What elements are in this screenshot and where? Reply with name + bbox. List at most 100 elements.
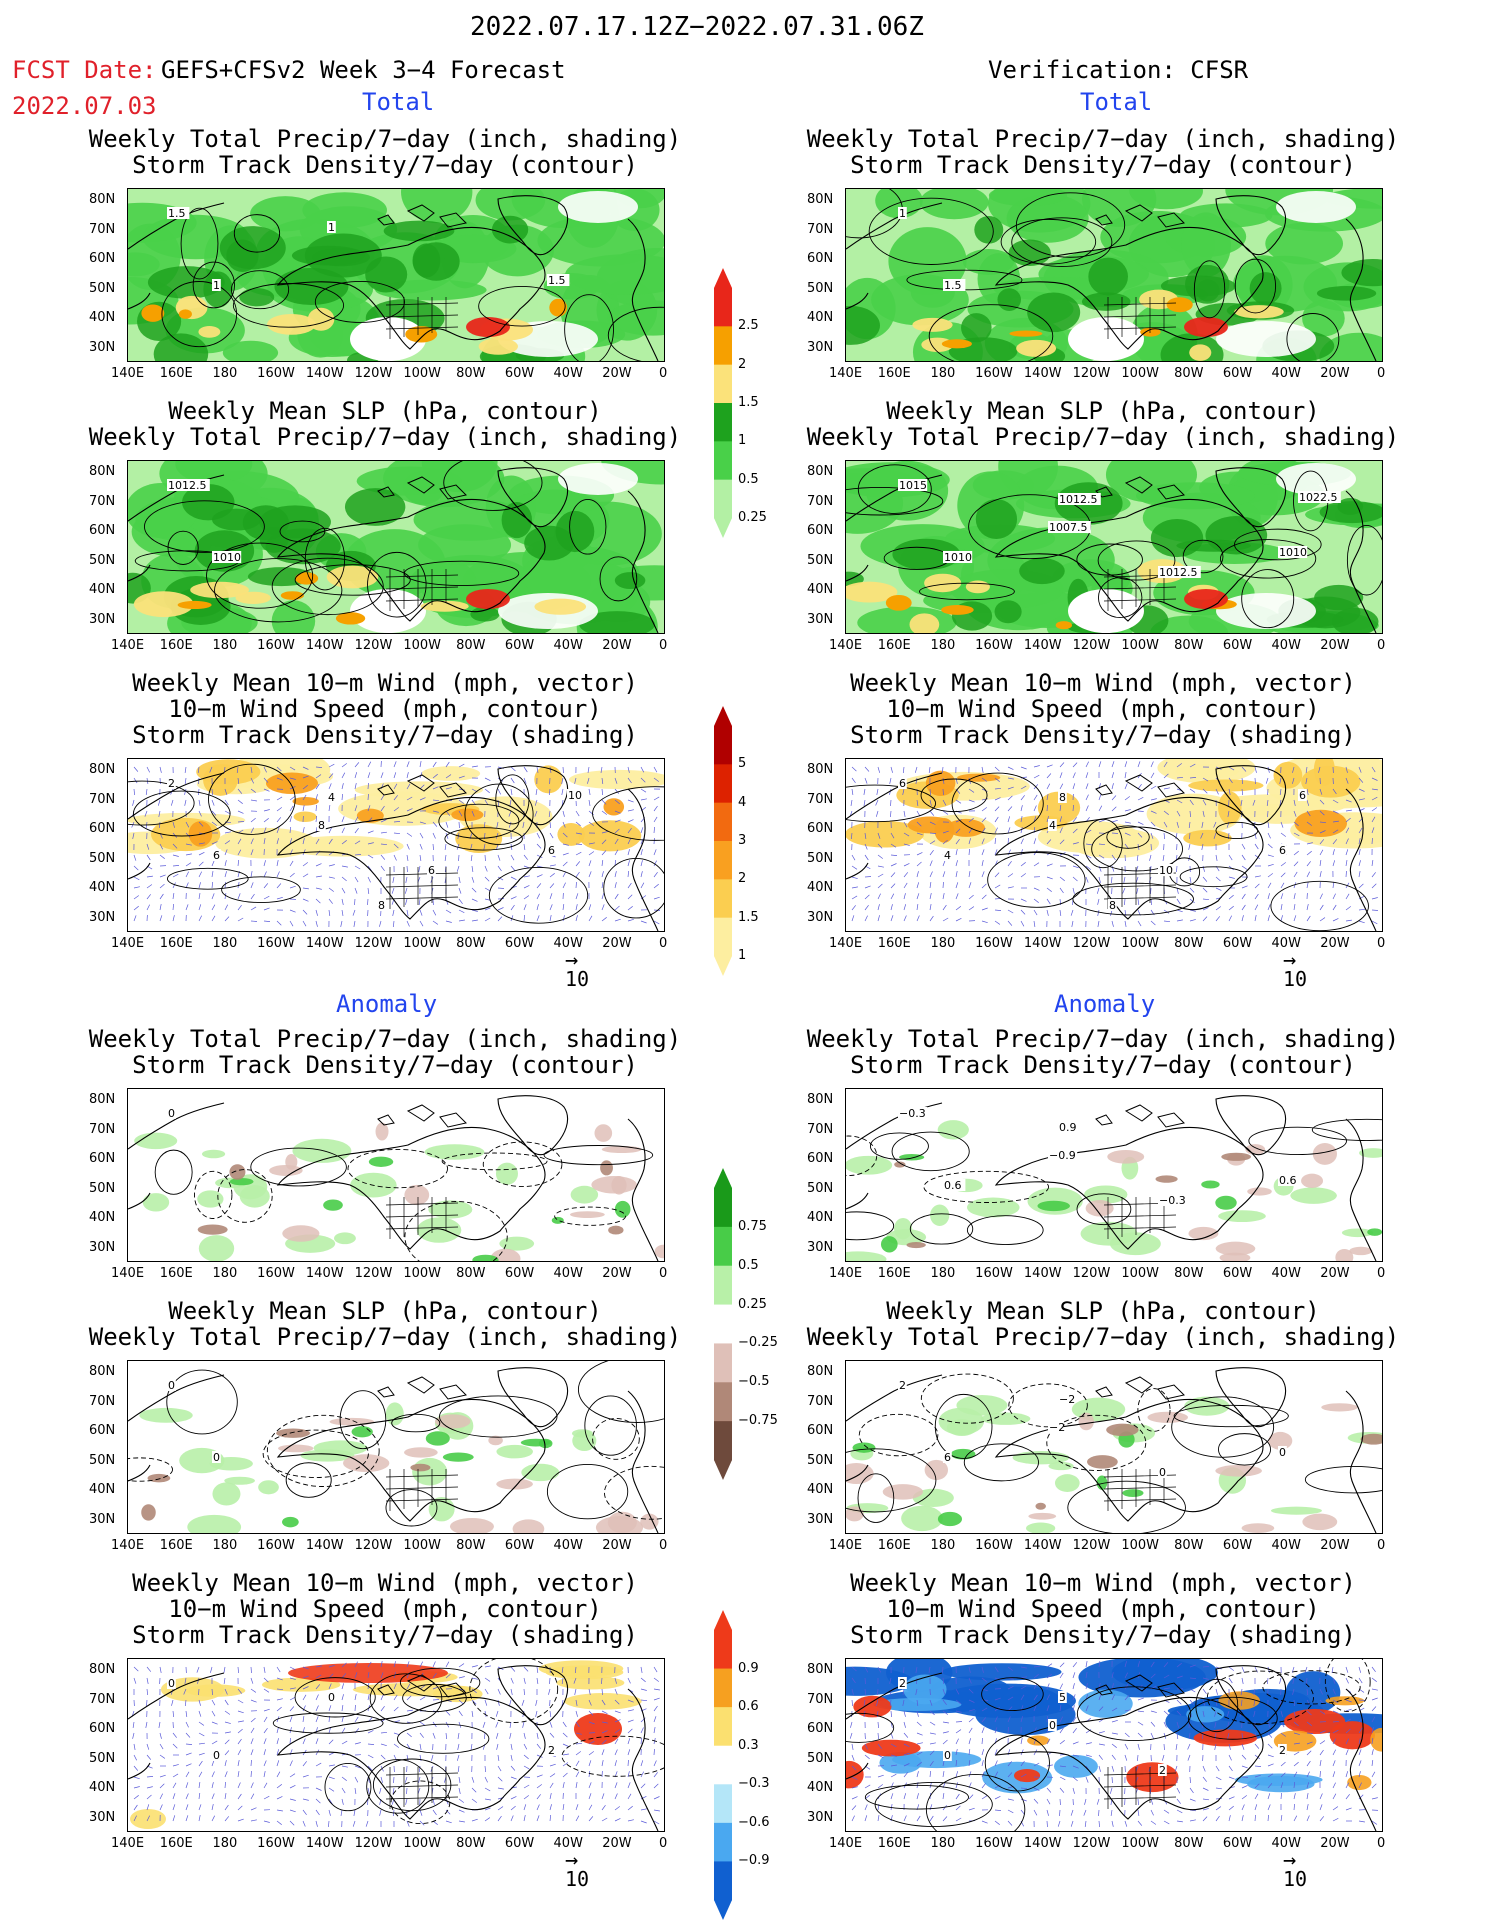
colorbar-label: 1.5	[738, 395, 759, 410]
precip_anom-colorbar	[712, 1168, 734, 1484]
contour-label: 0	[213, 1749, 220, 1762]
contour-label: 4	[1049, 819, 1056, 832]
longitude-label: 140E	[111, 366, 145, 381]
coastline-europe	[627, 1688, 659, 1831]
reference-vector-value: 10	[1283, 1867, 1308, 1891]
colorbar-swatch	[714, 1861, 732, 1901]
contour-label: 1.5	[548, 274, 566, 287]
coastline-arctic-islands	[1095, 774, 1185, 798]
contour-label: 0.6	[944, 1179, 962, 1192]
state-boundaries	[385, 1469, 459, 1511]
longitude-label: 40W	[1271, 1538, 1301, 1553]
latitude-label: 50N	[807, 1452, 834, 1468]
longitude-label: 160W	[975, 366, 1013, 381]
coastline-arctic-islands	[1095, 1376, 1185, 1400]
contour-label: 1.5	[168, 207, 186, 220]
contour-label: 1007.5	[1049, 521, 1088, 534]
storm_anom-colorbar	[712, 1610, 734, 1924]
coastline-asia	[846, 1102, 943, 1210]
latitude-label: 40N	[89, 1780, 116, 1795]
longitude-label: 160E	[877, 1836, 911, 1851]
latitude-label: 80N	[89, 762, 116, 777]
longitude-label: 140W	[1023, 936, 1062, 951]
colorbar-swatch	[714, 1226, 732, 1267]
longitude-label: 180	[212, 936, 238, 951]
longitude-label: 120W	[1072, 638, 1111, 653]
ob_anom_slp_precip-title: Weekly Mean SLP (hPa, contour) Weekly Tot…	[793, 1298, 1413, 1350]
coastline-greenland	[497, 765, 569, 826]
coastline-europe	[627, 788, 659, 931]
panel-title-line: Weekly Mean 10−m Wind (mph, vector)	[132, 1569, 638, 1597]
latitude-label: 60N	[807, 1151, 834, 1166]
longitude-label: 0	[659, 638, 668, 653]
reference-vector-value: 10	[565, 967, 590, 991]
colorbar-label: 3	[738, 833, 747, 848]
latitude-label: 80N	[89, 192, 116, 207]
longitude-label: 140W	[1023, 1538, 1062, 1553]
longitude-label: 160W	[975, 1266, 1013, 1281]
longitude-label: 140W	[1023, 1836, 1062, 1851]
latitude-label: 50N	[807, 1750, 834, 1766]
contour-label: 6	[1299, 789, 1306, 802]
panel-title-line: Weekly Total Precip/7−day (inch, shading…	[806, 1323, 1400, 1351]
longitude-label: 80W	[456, 1266, 486, 1281]
longitude-label: 80W	[1174, 1836, 1204, 1851]
longitude-label: 140W	[305, 638, 344, 653]
precip_total-colorbar	[712, 268, 734, 542]
panel-title-line: Weekly Mean SLP (hPa, contour)	[886, 1297, 1320, 1325]
colorbar-label: −0.3	[738, 1776, 770, 1792]
latitude-label: 50N	[89, 552, 116, 568]
contour-label: 2	[899, 1677, 906, 1690]
latitude-label: 60N	[89, 821, 116, 836]
longitude-label: 160W	[257, 1538, 295, 1553]
panel-title-line: 10−m Wind Speed (mph, contour)	[168, 695, 602, 723]
longitude-label: 120W	[354, 1836, 393, 1851]
contour-label: 8	[1109, 899, 1116, 912]
contour-label: 4	[944, 849, 951, 862]
contour-label: −2	[1059, 1393, 1075, 1406]
coastline-europe	[1345, 490, 1377, 633]
fc_total_precip_storm-title: Weekly Total Precip/7−day (inch, shading…	[75, 126, 695, 178]
coastline-north-america	[994, 1696, 1264, 1820]
latitude-label: 40N	[89, 310, 116, 325]
colorbar-swatch	[714, 1707, 732, 1747]
longitude-label: 100W	[1121, 1836, 1160, 1851]
contour-label: 6	[428, 864, 435, 877]
panel-title-line: Weekly Mean 10−m Wind (mph, vector)	[850, 669, 1356, 697]
longitude-label: 160W	[975, 1836, 1013, 1851]
longitude-label: 140W	[305, 366, 344, 381]
latitude-label: 40N	[89, 582, 116, 597]
longitude-label: 140E	[111, 1266, 145, 1281]
longitude-label: 140E	[111, 936, 145, 951]
ob_total_precip_storm-title: Weekly Total Precip/7−day (inch, shading…	[793, 126, 1413, 178]
latitude-label: 70N	[89, 1393, 116, 1409]
longitude-label: 40W	[1271, 638, 1301, 653]
longitude-label: 0	[1377, 1538, 1386, 1553]
verification-title: Verification: CFSR	[988, 56, 1249, 84]
latitude-label: 30N	[807, 611, 834, 627]
longitude-label: 180	[212, 1836, 238, 1851]
colorbar-swatch	[714, 403, 732, 442]
longitude-label: 140E	[111, 1538, 145, 1553]
longitude-label: 20W	[602, 1538, 632, 1553]
longitude-label: 60W	[504, 1266, 535, 1281]
latitude-label: 50N	[807, 850, 834, 866]
coastline-asia	[846, 1374, 943, 1482]
contour-label: −0.3	[899, 1107, 926, 1120]
panel-title-line: Weekly Mean SLP (hPa, contour)	[886, 397, 1320, 425]
latitude-label: 60N	[807, 821, 834, 836]
coastline-greenland	[497, 467, 569, 528]
latitude-label: 30N	[89, 611, 116, 627]
contour-label: 1012.5	[1159, 566, 1198, 579]
latitude-label: 70N	[807, 1393, 834, 1409]
colorbar-label: −0.9	[738, 1853, 770, 1869]
colorbar-swatch	[714, 879, 732, 919]
longitude-label: 20W	[602, 366, 632, 381]
fc_anom_wind-map: 0 0 0 2	[127, 1658, 665, 1832]
coastline-arctic-islands	[377, 774, 467, 798]
latitude-label: 50N	[89, 1750, 116, 1766]
longitude-label: 60W	[1222, 936, 1253, 951]
longitude-label: 60W	[504, 638, 535, 653]
colorbar-label: 0.75	[738, 1218, 767, 1234]
